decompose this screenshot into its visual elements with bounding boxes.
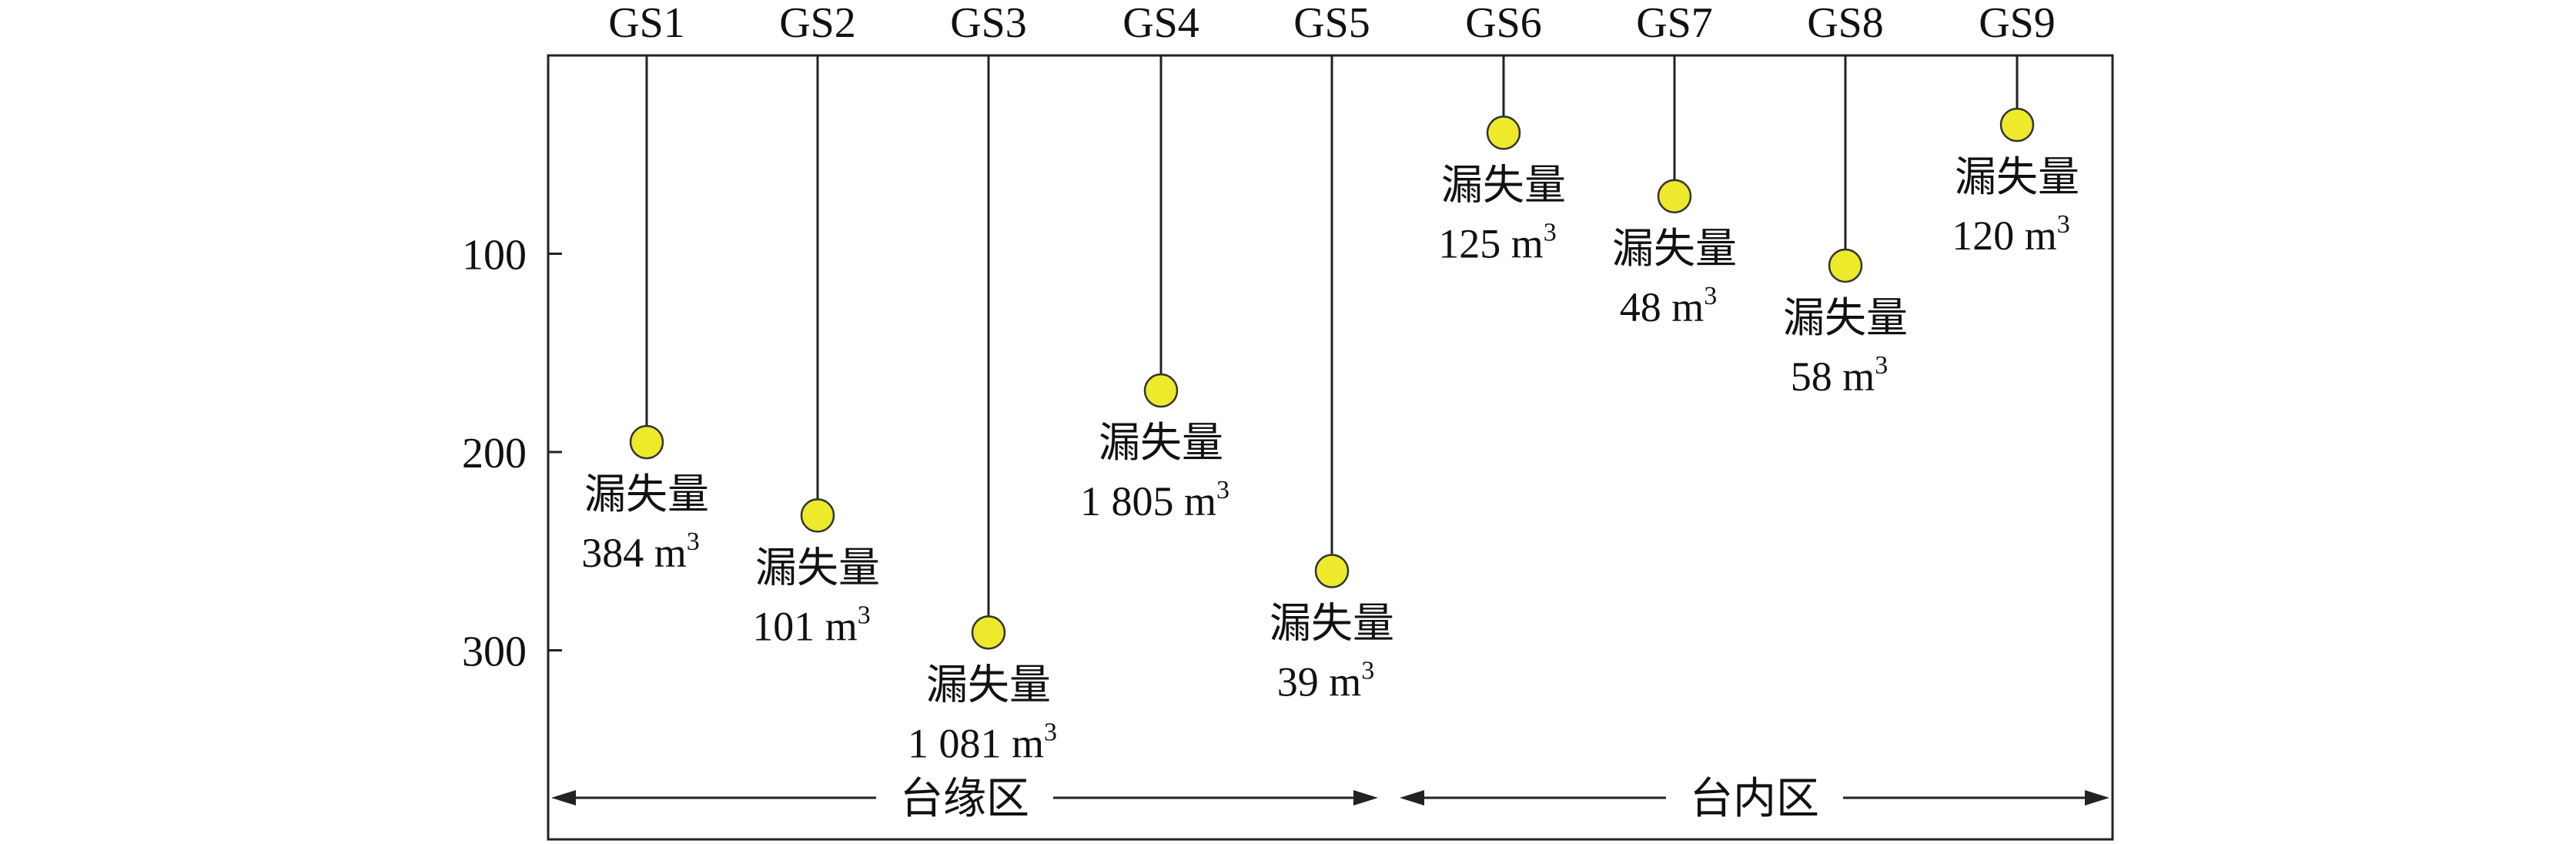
loss-volume: 120 m3: [1952, 210, 2070, 259]
well-name-label: GS5: [1293, 0, 1370, 47]
zone-2: 台内区: [1400, 775, 2109, 823]
loss-volume: 101 m3: [752, 601, 871, 649]
well-gs9: GS9 漏失量 120 m3: [1952, 0, 2079, 259]
well-gs6: GS6 漏失量 125 m3: [1438, 0, 1566, 266]
zone-arrowhead-right: [2085, 790, 2109, 805]
loss-unit-exponent: 3: [1875, 351, 1888, 380]
well-gs8: GS8 漏失量 58 m3: [1783, 0, 1908, 400]
loss-point-marker: [1999, 107, 2035, 142]
loss-number: 1 081: [908, 720, 1002, 766]
loss-unit-exponent: 3: [1704, 282, 1717, 310]
loss-point-marker: [1657, 179, 1692, 214]
zone-arrowhead-right: [1353, 790, 1378, 805]
well-gs5: GS5 漏失量 39 m3: [1270, 0, 1394, 705]
loss-space: [1500, 220, 1511, 266]
loss-volume: 125 m3: [1438, 218, 1557, 266]
loss-unit: m: [1184, 478, 1216, 524]
loss-unit: m: [825, 603, 858, 649]
diagram-frame: [547, 54, 2114, 841]
loss-number: 120: [1952, 213, 2014, 259]
well-name-label: GS9: [1979, 0, 2056, 47]
well-name-label: GS4: [1122, 0, 1199, 47]
loss-number: 101: [752, 603, 815, 649]
loss-number: 384: [581, 530, 644, 576]
zones-group: 台缘区 台内区: [551, 775, 2109, 823]
loss-point-marker: [971, 615, 1006, 650]
zone-1: 台缘区: [551, 775, 1378, 823]
well-name-label: GS1: [608, 0, 685, 47]
loss-unit-exponent: 3: [687, 528, 700, 556]
loss-unit-exponent: 3: [1216, 476, 1229, 504]
loss-unit: m: [1511, 220, 1544, 266]
loss-volume: 1 805 m3: [1080, 476, 1229, 524]
loss-volume: 48 m3: [1620, 282, 1718, 330]
loss-unit-exponent: 3: [1044, 718, 1057, 746]
loss-unit: m: [654, 530, 687, 576]
loss-point-marker: [1143, 373, 1179, 408]
loss-unit: m: [1012, 720, 1044, 766]
loss-volume: 384 m3: [581, 528, 700, 576]
loss-label: 漏失量: [926, 661, 1051, 708]
loss-point-marker: [800, 498, 835, 533]
loss-unit-exponent: 3: [1361, 657, 1374, 685]
zone-label: 台内区: [1690, 775, 1819, 823]
well-name-label: GS2: [779, 0, 856, 47]
loss-label: 漏失量: [1441, 162, 1566, 208]
well-gs3: GS3 漏失量 1 081 m3: [908, 0, 1057, 766]
zone-arrowhead-left: [1400, 790, 1424, 805]
well-name-label: GS3: [950, 0, 1027, 47]
loss-space: [644, 530, 654, 576]
loss-label: 漏失量: [584, 471, 709, 517]
loss-unit: m: [1671, 284, 1704, 330]
loss-point-marker: [1486, 116, 1521, 150]
loss-unit: m: [2025, 213, 2057, 259]
loss-volume: 39 m3: [1277, 657, 1375, 705]
loss-unit-exponent: 3: [2057, 210, 2070, 239]
loss-unit-exponent: 3: [858, 601, 871, 629]
well-gs4: GS4 漏失量 1 805 m3: [1080, 0, 1229, 524]
loss-label: 漏失量: [1099, 420, 1223, 466]
loss-label: 漏失量: [1783, 295, 1908, 341]
loss-label: 漏失量: [1270, 601, 1394, 647]
depth-tick-label: 200: [462, 430, 527, 477]
well-name-label: GS6: [1465, 0, 1542, 47]
well-name-label: GS7: [1636, 0, 1713, 47]
loss-space: [1001, 720, 1012, 766]
loss-point-marker: [629, 424, 664, 460]
loss-number: 1 805: [1080, 478, 1174, 524]
loss-number: 39: [1277, 659, 1319, 705]
well-gs2: GS2 漏失量 101 m3: [752, 0, 880, 649]
loss-unit-exponent: 3: [1544, 218, 1557, 246]
loss-number: 125: [1438, 220, 1500, 266]
loss-label: 漏失量: [1612, 226, 1737, 272]
loss-number: 48: [1620, 284, 1661, 330]
zone-label: 台缘区: [900, 775, 1029, 823]
depth-axis: 100 200 300: [462, 232, 562, 676]
loss-label: 漏失量: [755, 544, 880, 591]
loss-unit: m: [1842, 353, 1875, 400]
loss-space: [1319, 659, 1330, 705]
loss-point-marker: [1314, 554, 1350, 588]
loss-space: [1661, 284, 1672, 330]
well-gs7: GS7 漏失量 48 m3: [1612, 0, 1737, 330]
loss-number: 58: [1791, 353, 1832, 400]
loss-space: [815, 603, 825, 649]
loss-volume: 58 m3: [1791, 351, 1889, 400]
loss-space: [1832, 353, 1843, 400]
loss-space: [2014, 213, 2025, 259]
well-name-label: GS8: [1807, 0, 1884, 47]
loss-space: [1173, 478, 1184, 524]
loss-point-marker: [1828, 248, 1863, 283]
depth-tick-label: 300: [462, 628, 527, 676]
well-gs1: GS1 漏失量 384 m3: [581, 0, 709, 576]
loss-volume: 1 081 m3: [908, 718, 1057, 766]
loss-label: 漏失量: [1955, 154, 2079, 200]
zone-arrowhead-left: [551, 790, 576, 805]
depth-tick-label: 100: [462, 232, 527, 280]
loss-unit: m: [1329, 659, 1361, 705]
